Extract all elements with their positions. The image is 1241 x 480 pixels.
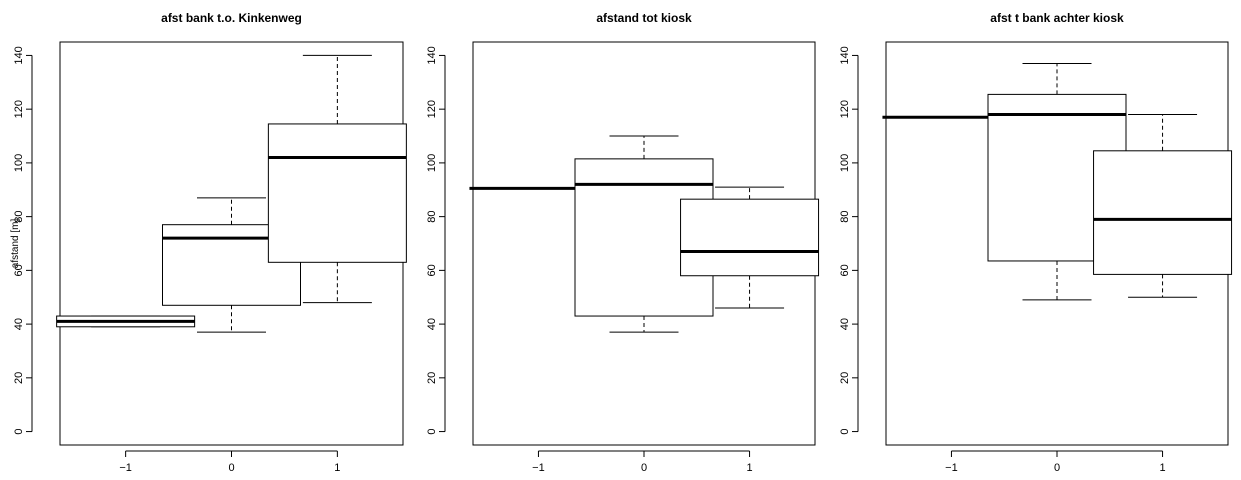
x-tick-label: 1 (746, 462, 752, 474)
y-tick-label: 140 (13, 46, 25, 64)
y-tick-label: 120 (13, 100, 25, 118)
y-tick-label: 120 (839, 100, 851, 118)
x-tick-label: −1 (532, 462, 545, 474)
y-tick-label: 40 (426, 318, 438, 330)
y-tick-label: 40 (13, 318, 25, 330)
y-tick-label: 60 (13, 264, 25, 276)
y-tick-label: 80 (839, 211, 851, 223)
y-tick-label: 60 (426, 264, 438, 276)
y-tick-label: 100 (13, 154, 25, 172)
y-tick-label: 0 (839, 429, 851, 435)
x-tick-label: 0 (228, 462, 234, 474)
box-3-3-iqr-box (1093, 150, 1233, 275)
y-tick-label: 20 (839, 372, 851, 384)
x-tick-label: 1 (334, 462, 340, 474)
x-tick-label: −1 (945, 462, 958, 474)
chart-title-2: afstand tot kiosk (596, 11, 692, 25)
y-tick-label: 40 (839, 318, 851, 330)
y-axis-label: afstand [m] (10, 219, 21, 269)
x-tick-label: 0 (1054, 462, 1060, 474)
chart-title-3: afst t bank achter kiosk (990, 11, 1124, 25)
x-tick-label: 1 (1159, 462, 1165, 474)
y-tick-label: 100 (839, 154, 851, 172)
x-tick-label: 0 (641, 462, 647, 474)
box-1-3-iqr-box (267, 123, 407, 263)
y-tick-label: 120 (426, 100, 438, 118)
y-tick-label: 0 (13, 429, 25, 435)
x-tick-label: −1 (119, 462, 132, 474)
y-tick-label: 140 (426, 46, 438, 64)
box-2-3-iqr-box (680, 198, 820, 277)
y-tick-label: 140 (839, 46, 851, 64)
y-tick-label: 20 (426, 372, 438, 384)
y-tick-label: 100 (426, 154, 438, 172)
y-tick-label: 80 (426, 211, 438, 223)
y-tick-label: 80 (13, 211, 25, 223)
y-tick-label: 0 (426, 429, 438, 435)
y-tick-label: 60 (839, 264, 851, 276)
chart-title-1: afst bank t.o. Kinkenweg (161, 11, 302, 25)
y-tick-label: 20 (13, 372, 25, 384)
